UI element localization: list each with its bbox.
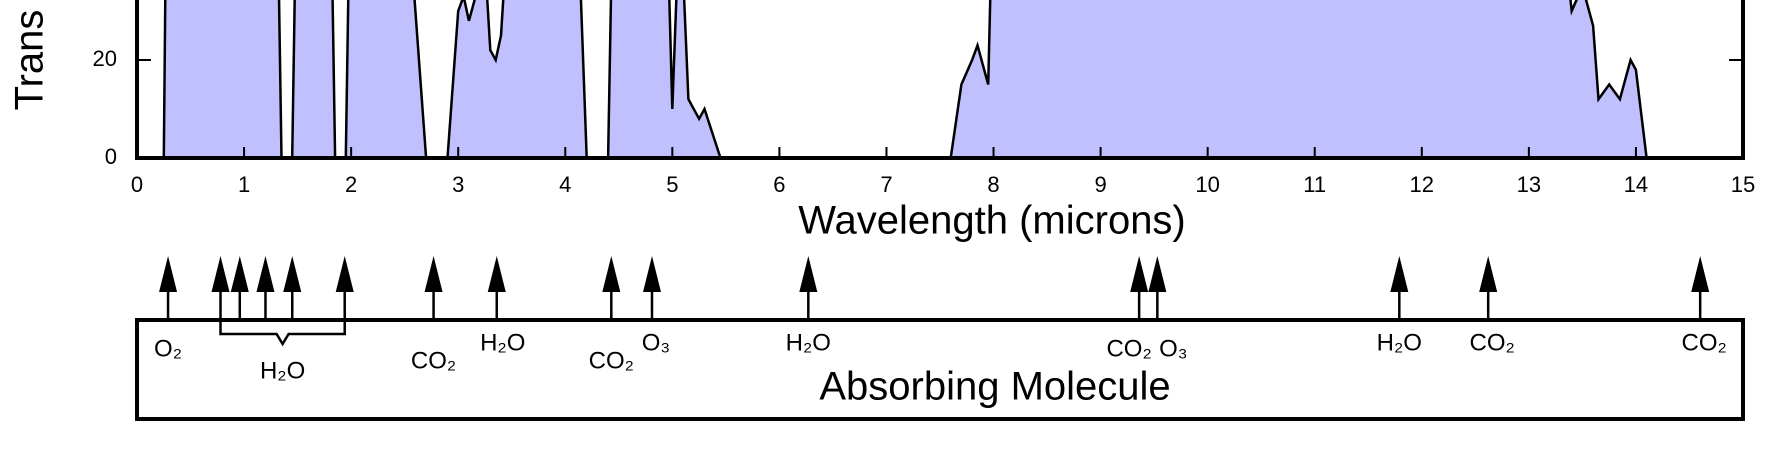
absorbers-title: Absorbing Molecule: [819, 365, 1170, 409]
absorber-arrow-head: [1390, 256, 1409, 292]
x-tick-label: 6: [773, 172, 785, 197]
absorber-arrow-head: [1148, 256, 1167, 292]
absorber-arrow-head: [335, 256, 354, 292]
absorber-label: H₂O: [260, 357, 305, 384]
absorber-label: O₃: [642, 329, 670, 356]
x-tick-label: 11: [1303, 172, 1326, 197]
y-tick-label: 0: [105, 144, 117, 169]
x-tick-label: 12: [1410, 172, 1434, 197]
absorber-label: O₃: [1159, 335, 1187, 362]
transmission-area: [137, 0, 1743, 158]
absorber-label: CO₂: [1682, 329, 1727, 356]
absorber-label: H₂O: [786, 329, 831, 356]
x-tick-label: 13: [1517, 172, 1541, 197]
absorber-arrow-head: [642, 256, 661, 292]
absorber-arrow-head: [230, 256, 249, 292]
x-tick-label: 5: [666, 172, 678, 197]
absorber-label: O₂: [154, 335, 182, 362]
absorber-arrow-head: [1691, 256, 1710, 292]
absorber-arrow-head: [1479, 256, 1498, 292]
absorber-arrow-head: [799, 256, 818, 292]
x-tick-label: 3: [452, 172, 464, 197]
x-tick-label: 7: [880, 172, 892, 197]
y-axis-label: Trans: [8, 10, 52, 111]
absorber-label: CO₂: [1106, 335, 1151, 362]
x-axis-label: Wavelength (microns): [798, 199, 1186, 243]
x-tick-label: 0: [131, 172, 143, 197]
absorber-label: CO₂: [589, 347, 634, 374]
absorber-label: CO₂: [1470, 329, 1515, 356]
absorber-box: [135, 318, 1745, 421]
absorber-arrow-head: [159, 256, 178, 292]
absorber-arrow-head: [211, 256, 230, 292]
absorber-arrow-head: [602, 256, 621, 292]
absorber-arrow-head: [283, 256, 302, 292]
absorber-bracket: [219, 320, 346, 347]
absorber-arrow-head: [424, 256, 443, 292]
x-tick-label: 2: [345, 172, 357, 197]
x-tick-label: 14: [1624, 172, 1648, 197]
absorber-label: CO₂: [411, 347, 456, 374]
absorber-arrow-head: [487, 256, 506, 292]
x-tick-label: 10: [1195, 172, 1219, 197]
x-tick-label: 15: [1731, 172, 1755, 197]
absorber-arrow-head: [256, 256, 275, 292]
x-tick-label: 1: [238, 172, 250, 197]
absorber-label: H₂O: [1377, 329, 1422, 356]
x-tick-label: 8: [987, 172, 999, 197]
plot-area: [137, 0, 1743, 158]
absorber-arrow-head: [1130, 256, 1149, 292]
x-tick-label: 9: [1094, 172, 1106, 197]
x-tick-label: 4: [559, 172, 571, 197]
absorber-label: H₂O: [480, 329, 525, 356]
plot-frame: [135, 0, 1745, 160]
y-tick-label: 20: [93, 46, 117, 71]
